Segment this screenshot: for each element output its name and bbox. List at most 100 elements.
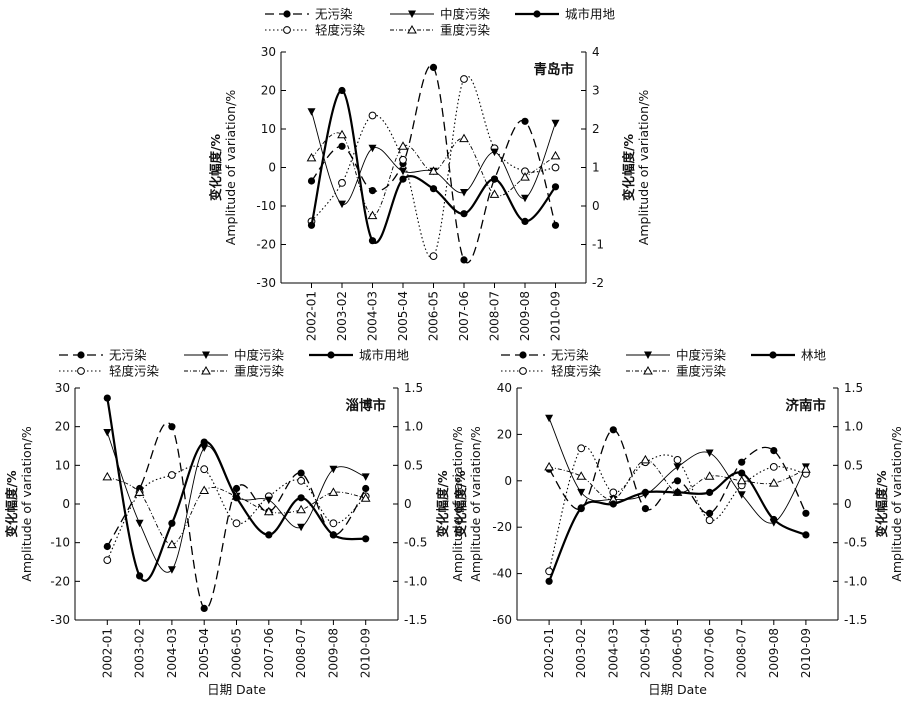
x-tick-label: 2006-05 — [230, 628, 244, 678]
data-point-none — [168, 423, 176, 431]
data-point-heavy — [199, 485, 210, 494]
legend-marker-heavy — [201, 365, 211, 375]
legend-item-forest: 林地 — [751, 348, 827, 363]
series-line-heavy — [107, 476, 366, 546]
right-tick-label: 1.5 — [404, 381, 423, 395]
legend-item-moderate: 中度污染 — [184, 348, 285, 363]
x-tick-label: 2008-07 — [488, 291, 502, 341]
data-point-light — [577, 444, 586, 453]
series-line-none — [548, 429, 807, 514]
legend-item-none: 无污染 — [501, 348, 589, 363]
data-point-moderate — [490, 148, 499, 157]
data-point-urban — [232, 494, 241, 502]
data-point-none — [609, 426, 617, 434]
data-point-urban — [168, 519, 176, 527]
x-tick-label: 2002-01 — [305, 291, 319, 341]
right-tick-label: 0.5 — [844, 458, 863, 472]
data-point-moderate — [577, 488, 586, 497]
data-point-light — [769, 463, 778, 471]
left-tick-label: 0 — [62, 497, 70, 511]
data-point-moderate — [737, 491, 746, 499]
left-tick-label: 30 — [55, 381, 70, 395]
data-point-none — [551, 221, 560, 229]
series-urban — [307, 86, 560, 245]
data-point-none — [641, 505, 650, 513]
data-point-none — [338, 142, 346, 150]
data-point-moderate — [338, 200, 346, 209]
left-tick-label: -30 — [50, 613, 70, 627]
data-point-none — [297, 469, 305, 477]
data-point-urban — [368, 237, 377, 245]
data-point-moderate — [368, 144, 377, 153]
x-tick-label: 2003-02 — [133, 628, 147, 678]
data-point-none — [673, 477, 682, 485]
data-point-urban — [200, 438, 208, 446]
data-point-urban — [297, 494, 305, 502]
data-point-urban — [362, 535, 370, 543]
data-point-urban — [329, 531, 337, 539]
data-point-none — [232, 484, 241, 493]
legend-item-urban: 城市用地 — [309, 348, 410, 363]
data-point-none — [429, 63, 438, 71]
left-ylabel-zh: 变化幅度/% — [453, 470, 468, 538]
left-tick-label: 30 — [261, 45, 276, 59]
data-point-urban — [490, 175, 499, 183]
data-point-none — [802, 509, 810, 517]
right-tick-label: 0.5 — [404, 458, 423, 472]
right-tick-label: -0.5 — [404, 536, 427, 550]
legend-item-heavy: 重度污染 — [390, 23, 491, 38]
legend-label-moderate: 中度污染 — [234, 348, 285, 363]
x-tick-label: 2002-01 — [100, 628, 114, 678]
left-tick-label: 20 — [261, 84, 276, 98]
legend-marker-heavy — [407, 24, 417, 34]
x-tick-label: 2010-09 — [549, 291, 563, 341]
x-tick-label: 2008-07 — [735, 628, 749, 678]
data-point-moderate — [329, 465, 338, 474]
x-tick-label: 2008-07 — [294, 628, 308, 678]
x-tick-label: 2009-08 — [518, 291, 532, 341]
legend-marker-urban — [533, 10, 541, 18]
data-point-urban — [136, 572, 144, 580]
right-tick-label: 3 — [592, 84, 600, 98]
legend-label-light: 轻度污染 — [551, 364, 602, 379]
data-point-urban — [338, 86, 346, 95]
data-point-heavy — [296, 504, 306, 514]
right-tick-label: 1 — [592, 161, 600, 175]
data-point-heavy — [167, 539, 177, 549]
data-point-none — [200, 604, 208, 613]
data-point-forest — [545, 577, 553, 585]
data-point-urban — [265, 531, 273, 539]
right-tick-label: 4 — [592, 45, 600, 59]
right-tick-label: 0 — [404, 497, 412, 511]
data-point-moderate — [200, 444, 209, 452]
series-urban — [103, 394, 370, 582]
data-point-heavy — [768, 478, 779, 487]
x-axis-title: 日期 Date — [648, 682, 707, 697]
data-point-moderate — [399, 167, 407, 176]
data-point-none — [706, 509, 714, 517]
series-moderate — [307, 108, 560, 209]
data-point-heavy — [263, 506, 274, 516]
x-axis-title: 日期 Date — [207, 682, 266, 697]
data-point-moderate — [167, 566, 176, 574]
data-point-moderate — [103, 429, 112, 437]
data-point-none — [307, 177, 316, 185]
legend-label-light: 轻度污染 — [315, 23, 366, 38]
right-tick-label: -1 — [592, 238, 604, 252]
left-ylabel-en: Amplitude of variation/% — [468, 426, 483, 582]
data-point-none — [521, 117, 529, 125]
left-tick-label: 40 — [497, 381, 512, 395]
data-point-heavy — [801, 464, 811, 473]
data-point-heavy — [459, 133, 469, 143]
data-point-heavy — [736, 475, 747, 485]
data-point-none — [362, 484, 370, 493]
right-ylabel-zh: 变化幅度/% — [621, 133, 636, 201]
right-tick-label: 2 — [592, 122, 600, 136]
series-moderate — [545, 414, 810, 527]
left-tick-label: -60 — [492, 613, 512, 627]
legend-marker-none — [77, 351, 85, 359]
left-ylabel-en: Amplitude of variation/% — [19, 426, 34, 582]
left-ylabel-zh: 变化幅度/% — [4, 470, 19, 538]
